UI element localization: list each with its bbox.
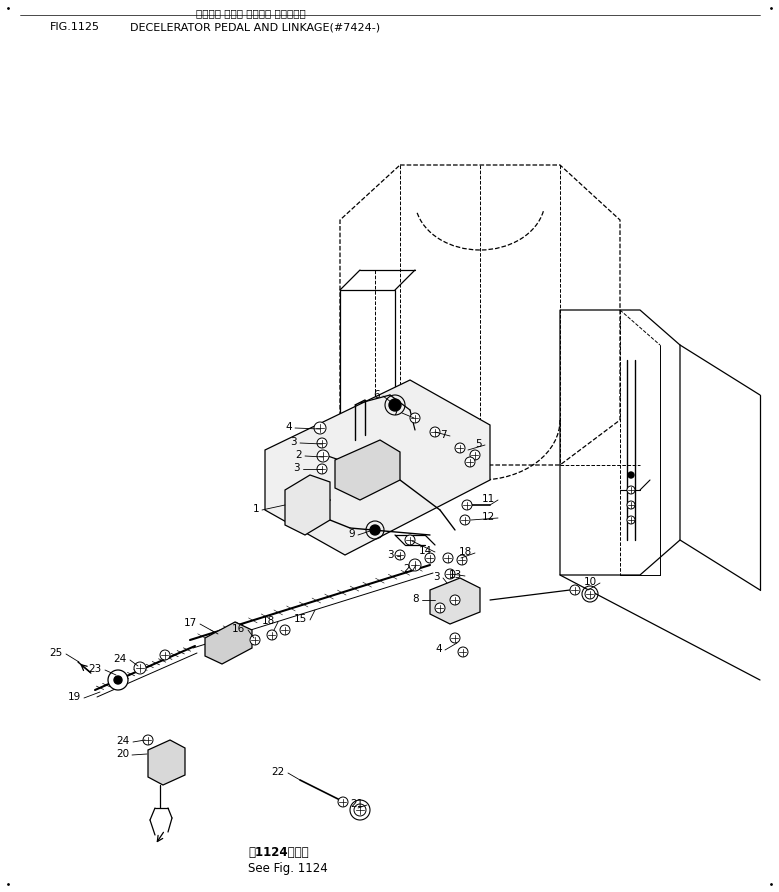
Text: 3: 3 bbox=[294, 463, 300, 473]
Text: 20: 20 bbox=[116, 749, 129, 759]
Text: 17: 17 bbox=[184, 618, 197, 628]
Circle shape bbox=[457, 555, 467, 565]
Polygon shape bbox=[205, 622, 252, 664]
Text: 第1124図参照: 第1124図参照 bbox=[248, 846, 308, 859]
Text: 25: 25 bbox=[50, 648, 63, 658]
Polygon shape bbox=[285, 475, 330, 535]
Text: 16: 16 bbox=[231, 624, 245, 634]
Circle shape bbox=[435, 603, 445, 613]
Text: 4: 4 bbox=[285, 422, 292, 432]
Circle shape bbox=[338, 797, 348, 807]
Circle shape bbox=[317, 464, 327, 474]
Circle shape bbox=[395, 550, 405, 560]
Text: 23: 23 bbox=[89, 664, 102, 674]
Text: FIG.1125: FIG.1125 bbox=[50, 22, 100, 32]
Text: 6: 6 bbox=[373, 390, 380, 400]
Text: 24: 24 bbox=[117, 736, 130, 746]
Circle shape bbox=[317, 438, 327, 448]
Circle shape bbox=[470, 450, 480, 460]
Text: 19: 19 bbox=[68, 692, 81, 702]
Circle shape bbox=[460, 515, 470, 525]
Circle shape bbox=[570, 585, 580, 595]
Circle shape bbox=[450, 633, 460, 643]
Text: 24: 24 bbox=[114, 654, 127, 664]
Circle shape bbox=[627, 516, 635, 524]
Circle shape bbox=[143, 735, 153, 745]
Text: 3: 3 bbox=[387, 550, 394, 560]
Circle shape bbox=[354, 804, 366, 816]
Circle shape bbox=[389, 399, 401, 411]
Text: 3: 3 bbox=[291, 437, 297, 447]
Circle shape bbox=[450, 595, 460, 605]
Circle shape bbox=[627, 501, 635, 509]
Circle shape bbox=[409, 559, 421, 571]
Circle shape bbox=[114, 676, 122, 684]
Text: 2: 2 bbox=[404, 564, 410, 574]
Circle shape bbox=[134, 662, 146, 674]
Circle shape bbox=[405, 535, 415, 545]
Polygon shape bbox=[430, 578, 480, 624]
Circle shape bbox=[425, 553, 435, 563]
Circle shape bbox=[410, 413, 420, 423]
Circle shape bbox=[250, 635, 260, 645]
Text: DECELERATOR PEDAL AND LINKAGE(#7424-): DECELERATOR PEDAL AND LINKAGE(#7424-) bbox=[130, 22, 380, 32]
Circle shape bbox=[267, 630, 277, 640]
Circle shape bbox=[160, 650, 170, 660]
Text: 9: 9 bbox=[348, 529, 355, 539]
Circle shape bbox=[108, 670, 128, 690]
Circle shape bbox=[462, 500, 472, 510]
Text: 4: 4 bbox=[435, 644, 442, 654]
Text: 8: 8 bbox=[412, 594, 419, 604]
Circle shape bbox=[445, 569, 455, 579]
Circle shape bbox=[465, 457, 475, 467]
Text: 18: 18 bbox=[262, 616, 275, 626]
Circle shape bbox=[585, 589, 595, 599]
Text: See Fig. 1124: See Fig. 1124 bbox=[248, 862, 328, 875]
Text: 15: 15 bbox=[294, 614, 307, 624]
Circle shape bbox=[370, 525, 380, 535]
Circle shape bbox=[627, 486, 635, 494]
Text: 18: 18 bbox=[459, 547, 472, 557]
Text: 7: 7 bbox=[440, 430, 447, 440]
Polygon shape bbox=[148, 740, 185, 785]
Circle shape bbox=[430, 427, 440, 437]
Text: 3: 3 bbox=[433, 572, 440, 582]
Polygon shape bbox=[335, 440, 400, 500]
Text: 7: 7 bbox=[393, 407, 399, 417]
Text: 1: 1 bbox=[252, 504, 259, 514]
Circle shape bbox=[314, 422, 326, 434]
Polygon shape bbox=[265, 380, 490, 555]
Text: 12: 12 bbox=[481, 512, 495, 522]
Text: 5: 5 bbox=[475, 439, 482, 449]
Text: 11: 11 bbox=[481, 494, 495, 504]
Circle shape bbox=[455, 443, 465, 453]
Text: 10: 10 bbox=[584, 577, 597, 587]
Text: 2: 2 bbox=[295, 450, 302, 460]
Circle shape bbox=[443, 553, 453, 563]
Circle shape bbox=[628, 472, 634, 478]
Text: 22: 22 bbox=[272, 767, 285, 777]
Text: 21: 21 bbox=[351, 799, 364, 809]
Text: 13: 13 bbox=[449, 570, 462, 580]
Text: デクセル ペダル オヨビ・ リンケージ: デクセル ペダル オヨビ・ リンケージ bbox=[196, 8, 305, 18]
Text: 14: 14 bbox=[419, 546, 432, 556]
Circle shape bbox=[280, 625, 290, 635]
Circle shape bbox=[317, 450, 329, 462]
Circle shape bbox=[458, 647, 468, 657]
